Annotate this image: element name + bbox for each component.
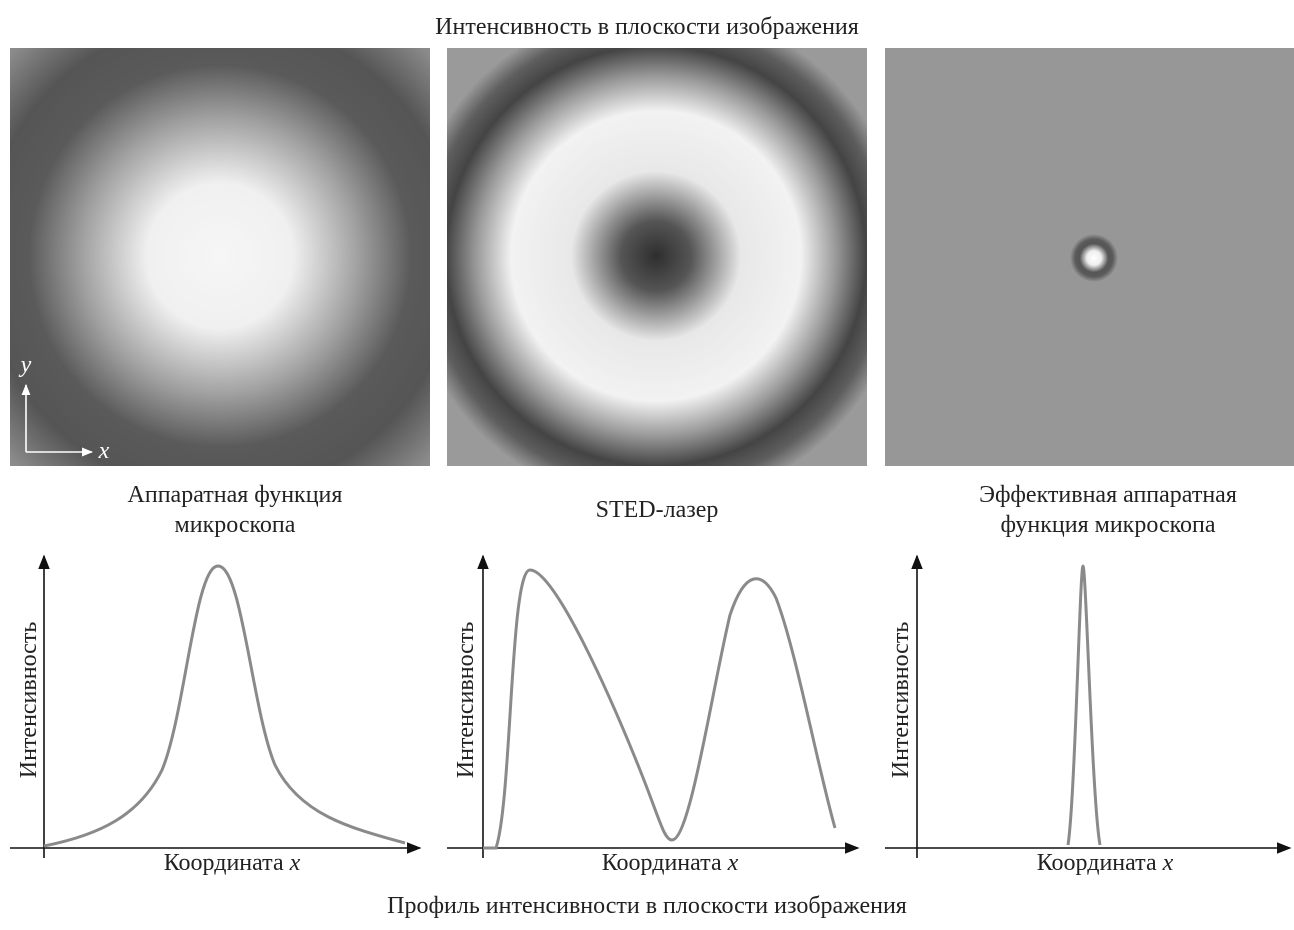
effective-spot	[1070, 234, 1118, 282]
image-y-label: y	[19, 352, 32, 378]
x-axis-label: Координата x	[164, 850, 301, 876]
figure-footer: Профиль интенсивности в плоскости изобра…	[387, 893, 907, 919]
y-axis-label: Интенсивность	[453, 622, 479, 779]
sted-image	[447, 48, 867, 466]
x-axis-label: Координата x	[1037, 850, 1174, 876]
x-axis-variable: x	[1162, 850, 1174, 876]
profile-curve	[44, 566, 405, 846]
x-axis-text: Координата	[164, 850, 284, 876]
psf-image	[10, 48, 430, 466]
caption: микроскопа	[175, 512, 296, 538]
figure-title: Интенсивность в плоскости изображения	[435, 14, 859, 40]
profile-curve	[1068, 566, 1100, 845]
x-axis-variable: x	[289, 850, 301, 876]
x-axis-label: Координата x	[602, 850, 739, 876]
caption: STED-лазер	[596, 497, 719, 523]
y-axis-label: Интенсивность	[16, 622, 42, 779]
x-axis-variable: x	[727, 850, 739, 876]
page: Интенсивность в плоскости изображения y …	[0, 0, 1294, 930]
figure: Интенсивность в плоскости изображения y …	[0, 0, 1294, 930]
image-x-label: x	[98, 438, 110, 464]
caption: Эффективная аппаратная	[979, 482, 1237, 508]
profile-curve	[483, 570, 835, 848]
caption: Аппаратная функция	[128, 482, 343, 508]
x-axis-text: Координата	[1037, 850, 1157, 876]
caption: функция микроскопа	[1000, 512, 1215, 538]
x-axis-text: Координата	[602, 850, 722, 876]
y-axis-label: Интенсивность	[888, 622, 914, 779]
